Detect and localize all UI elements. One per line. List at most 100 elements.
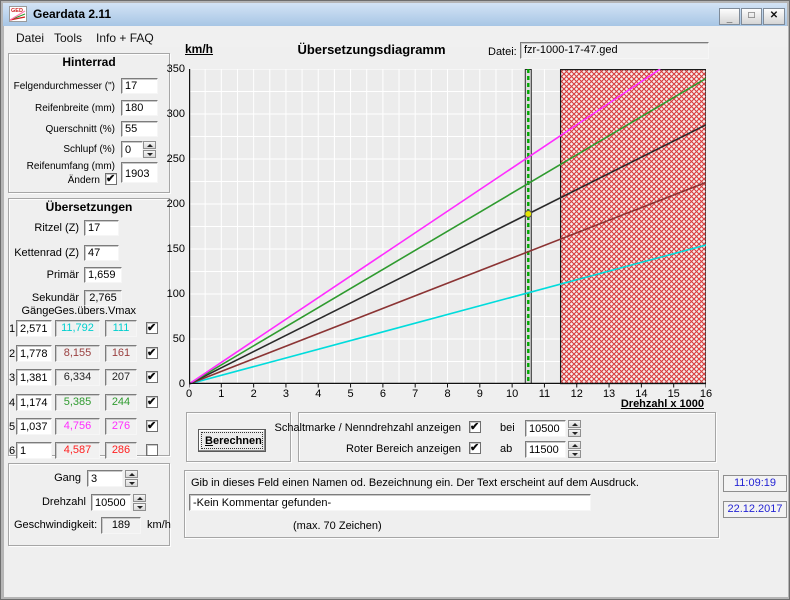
gang-input[interactable] bbox=[87, 470, 123, 487]
spin-up-icon[interactable] bbox=[125, 470, 138, 478]
berechnen-button[interactable]: Berechnen bbox=[198, 429, 266, 452]
gear5-ratio-input[interactable] bbox=[16, 418, 52, 435]
maximize-button[interactable]: □ bbox=[741, 8, 762, 25]
chart-ylabel: km/h bbox=[185, 43, 213, 56]
schlupf-spinner[interactable] bbox=[143, 141, 156, 158]
minimize-icon: _ bbox=[727, 13, 733, 24]
time-display: 11:09:19 bbox=[723, 475, 787, 492]
app-window: GED Geardata 2.11 _ □ ✕ Datei Tools Info… bbox=[0, 0, 790, 600]
x-axis-label: 8 bbox=[438, 388, 458, 400]
gear-num: 4 bbox=[9, 397, 15, 410]
spin-down-icon[interactable] bbox=[125, 479, 138, 487]
spin-up-icon[interactable] bbox=[143, 141, 156, 149]
gear2-ratio-input[interactable] bbox=[16, 345, 52, 362]
x-axis-label: 10 bbox=[502, 388, 522, 400]
bei-input[interactable] bbox=[525, 420, 566, 437]
y-axis-label: 250 bbox=[157, 153, 185, 165]
gear5-checkbox[interactable] bbox=[146, 420, 158, 432]
gang-spinner[interactable] bbox=[125, 470, 138, 487]
gear6-ratio-input[interactable] bbox=[16, 442, 52, 459]
x-axis-label: 2 bbox=[244, 388, 264, 400]
spin-down-icon[interactable] bbox=[143, 150, 156, 158]
bei-spinner[interactable] bbox=[568, 420, 581, 437]
ab-label: ab bbox=[500, 443, 512, 456]
chart-xlabel: Drehzahl x 1000 bbox=[621, 398, 704, 411]
close-icon: ✕ bbox=[770, 10, 778, 21]
ritzel-input[interactable] bbox=[84, 220, 119, 236]
x-axis-label: 5 bbox=[341, 388, 361, 400]
y-axis-label: 300 bbox=[157, 108, 185, 120]
title-bar[interactable]: GED Geardata 2.11 _ □ ✕ bbox=[3, 3, 787, 26]
gear5-vmax: 276 bbox=[105, 418, 137, 435]
comment-max-label: (max. 70 Zeichen) bbox=[293, 520, 382, 533]
y-axis-label: 200 bbox=[157, 198, 185, 210]
menu-info-faq[interactable]: Info + FAQ bbox=[92, 30, 158, 46]
schaltmarke-checkbox[interactable] bbox=[469, 421, 481, 433]
spin-up-icon[interactable] bbox=[133, 494, 146, 502]
y-axis-label: 350 bbox=[157, 63, 185, 75]
gear1-ratio-input[interactable] bbox=[16, 320, 52, 337]
gear1-vmax: 111 bbox=[105, 320, 137, 337]
ab-input[interactable] bbox=[525, 441, 566, 458]
date-display: 22.12.2017 bbox=[723, 501, 787, 518]
querschnitt-label: Querschnitt (%) bbox=[46, 123, 115, 136]
spin-down-icon[interactable] bbox=[568, 450, 581, 458]
y-axis-label: 50 bbox=[157, 333, 185, 345]
sekundaer-value: 2,765 bbox=[84, 290, 122, 306]
spin-up-icon[interactable] bbox=[568, 420, 581, 428]
y-axis-label: 150 bbox=[157, 243, 185, 255]
kettenrad-input[interactable] bbox=[84, 245, 119, 261]
querschnitt-input[interactable] bbox=[121, 121, 158, 137]
col-vmax: Vmax bbox=[104, 305, 140, 318]
current-point-marker bbox=[525, 211, 532, 218]
berechnen-rest: erechnen bbox=[213, 435, 262, 447]
col-gaenge: Gänge bbox=[18, 305, 58, 318]
gear5-total: 4,756 bbox=[55, 418, 100, 435]
maximize-icon: □ bbox=[748, 10, 754, 21]
menu-tools[interactable]: Tools bbox=[50, 30, 86, 46]
gear6-vmax: 286 bbox=[105, 442, 137, 459]
chart-title: Übersetzungsdiagramm bbox=[279, 43, 464, 56]
gear3-total: 6,334 bbox=[55, 369, 100, 386]
spin-down-icon[interactable] bbox=[568, 429, 581, 437]
gear-num: 6 bbox=[9, 445, 15, 458]
col-gesuebers: Ges.übers. bbox=[54, 305, 108, 318]
app-icon: GED bbox=[9, 6, 27, 22]
file-field[interactable]: fzr-1000-17-47.ged bbox=[520, 42, 709, 59]
breite-input[interactable] bbox=[121, 100, 158, 116]
chart-plot bbox=[189, 69, 706, 388]
aendern-checkbox[interactable] bbox=[105, 173, 117, 185]
ab-spinner[interactable] bbox=[568, 441, 581, 458]
roter-bereich-checkbox[interactable] bbox=[469, 442, 481, 454]
x-axis-label: 4 bbox=[308, 388, 328, 400]
comment-input[interactable] bbox=[189, 494, 591, 511]
menu-datei[interactable]: Datei bbox=[12, 30, 48, 46]
file-label: Datei: bbox=[488, 46, 517, 59]
drehzahl-spinner[interactable] bbox=[133, 494, 146, 511]
gear4-vmax: 244 bbox=[105, 394, 137, 411]
geschwindigkeit-value: 189 bbox=[101, 517, 141, 534]
x-axis-label: 13 bbox=[599, 388, 619, 400]
x-axis-label: 1 bbox=[211, 388, 231, 400]
close-button[interactable]: ✕ bbox=[763, 8, 785, 25]
gear4-checkbox[interactable] bbox=[146, 396, 158, 408]
gear2-checkbox[interactable] bbox=[146, 347, 158, 359]
comment-hint: Gib in dieses Feld einen Namen od. Bezei… bbox=[191, 477, 639, 490]
hinterrad-title: Hinterrad bbox=[8, 56, 170, 69]
red-zone bbox=[561, 70, 706, 384]
primaer-input[interactable] bbox=[84, 267, 122, 283]
spin-down-icon[interactable] bbox=[133, 503, 146, 511]
schlupf-label: Schlupf (%) bbox=[63, 143, 115, 156]
drehzahl-input[interactable] bbox=[91, 494, 131, 511]
felgen-input[interactable] bbox=[121, 78, 158, 94]
gear4-ratio-input[interactable] bbox=[16, 394, 52, 411]
gear6-checkbox[interactable] bbox=[146, 444, 158, 456]
gear3-ratio-input[interactable] bbox=[16, 369, 52, 386]
umfang-input[interactable] bbox=[121, 162, 158, 183]
gear4-total: 5,385 bbox=[55, 394, 100, 411]
gear6-total: 4,587 bbox=[55, 442, 100, 459]
schlupf-input[interactable] bbox=[121, 141, 143, 158]
spin-up-icon[interactable] bbox=[568, 441, 581, 449]
x-axis-label: 6 bbox=[373, 388, 393, 400]
minimize-button[interactable]: _ bbox=[719, 8, 740, 25]
